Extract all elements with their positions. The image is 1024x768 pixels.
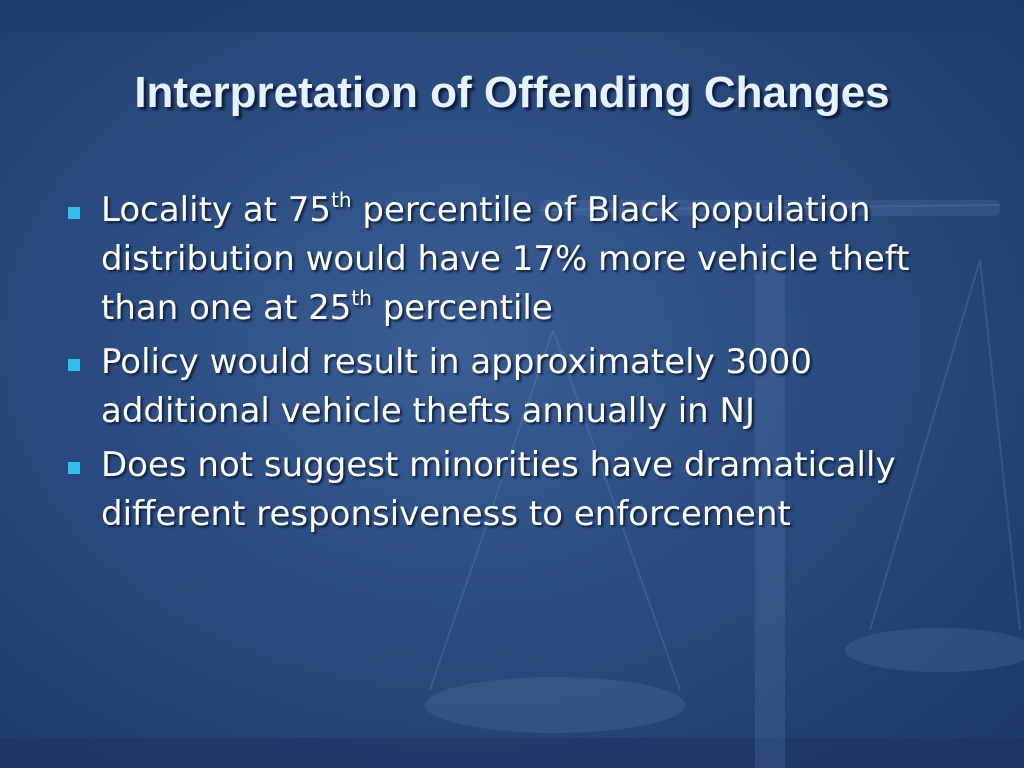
bullet-item: Locality at 75th percentile of Black pop…: [62, 186, 942, 333]
superscript: th: [331, 188, 352, 212]
bullet-text: percentile of Black population distribut…: [101, 190, 910, 328]
bullet-text: Policy would result in approximately 300…: [101, 342, 813, 431]
bullet-list: Locality at 75th percentile of Black pop…: [62, 186, 942, 544]
bullet-item: Does not suggest minorities have dramati…: [62, 441, 942, 539]
bullet-item: Policy would result in approximately 300…: [62, 338, 942, 436]
slide-title: Interpretation of Offending Changes: [134, 68, 890, 117]
superscript: th: [351, 286, 372, 310]
bullet-text: Does not suggest minorities have dramati…: [101, 445, 896, 534]
bullet-text: Locality at 75: [101, 190, 332, 230]
bullet-text: percentile: [371, 288, 553, 328]
